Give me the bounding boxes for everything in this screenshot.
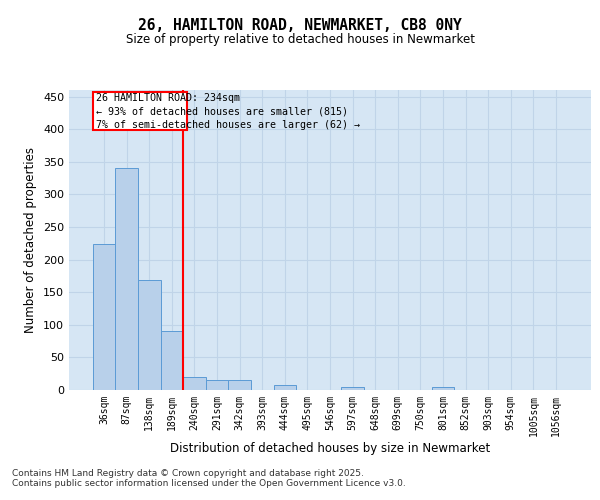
Text: Size of property relative to detached houses in Newmarket: Size of property relative to detached ho… xyxy=(125,32,475,46)
Bar xyxy=(161,332,183,390)
Bar xyxy=(93,92,187,130)
Bar xyxy=(431,388,454,390)
X-axis label: Distribution of detached houses by size in Newmarket: Distribution of detached houses by size … xyxy=(170,442,490,454)
Text: 26 HAMILTON ROAD: 234sqm
← 93% of detached houses are smaller (815)
7% of semi-d: 26 HAMILTON ROAD: 234sqm ← 93% of detach… xyxy=(96,94,360,130)
Bar xyxy=(93,244,115,390)
Bar xyxy=(206,380,229,390)
Y-axis label: Number of detached properties: Number of detached properties xyxy=(25,147,37,333)
Bar xyxy=(274,385,296,390)
Bar xyxy=(138,280,161,390)
Text: Contains public sector information licensed under the Open Government Licence v3: Contains public sector information licen… xyxy=(12,478,406,488)
Bar xyxy=(229,380,251,390)
Text: 26, HAMILTON ROAD, NEWMARKET, CB8 0NY: 26, HAMILTON ROAD, NEWMARKET, CB8 0NY xyxy=(138,18,462,32)
Bar xyxy=(183,377,206,390)
Bar xyxy=(115,168,138,390)
Text: Contains HM Land Registry data © Crown copyright and database right 2025.: Contains HM Land Registry data © Crown c… xyxy=(12,468,364,477)
Bar xyxy=(341,388,364,390)
